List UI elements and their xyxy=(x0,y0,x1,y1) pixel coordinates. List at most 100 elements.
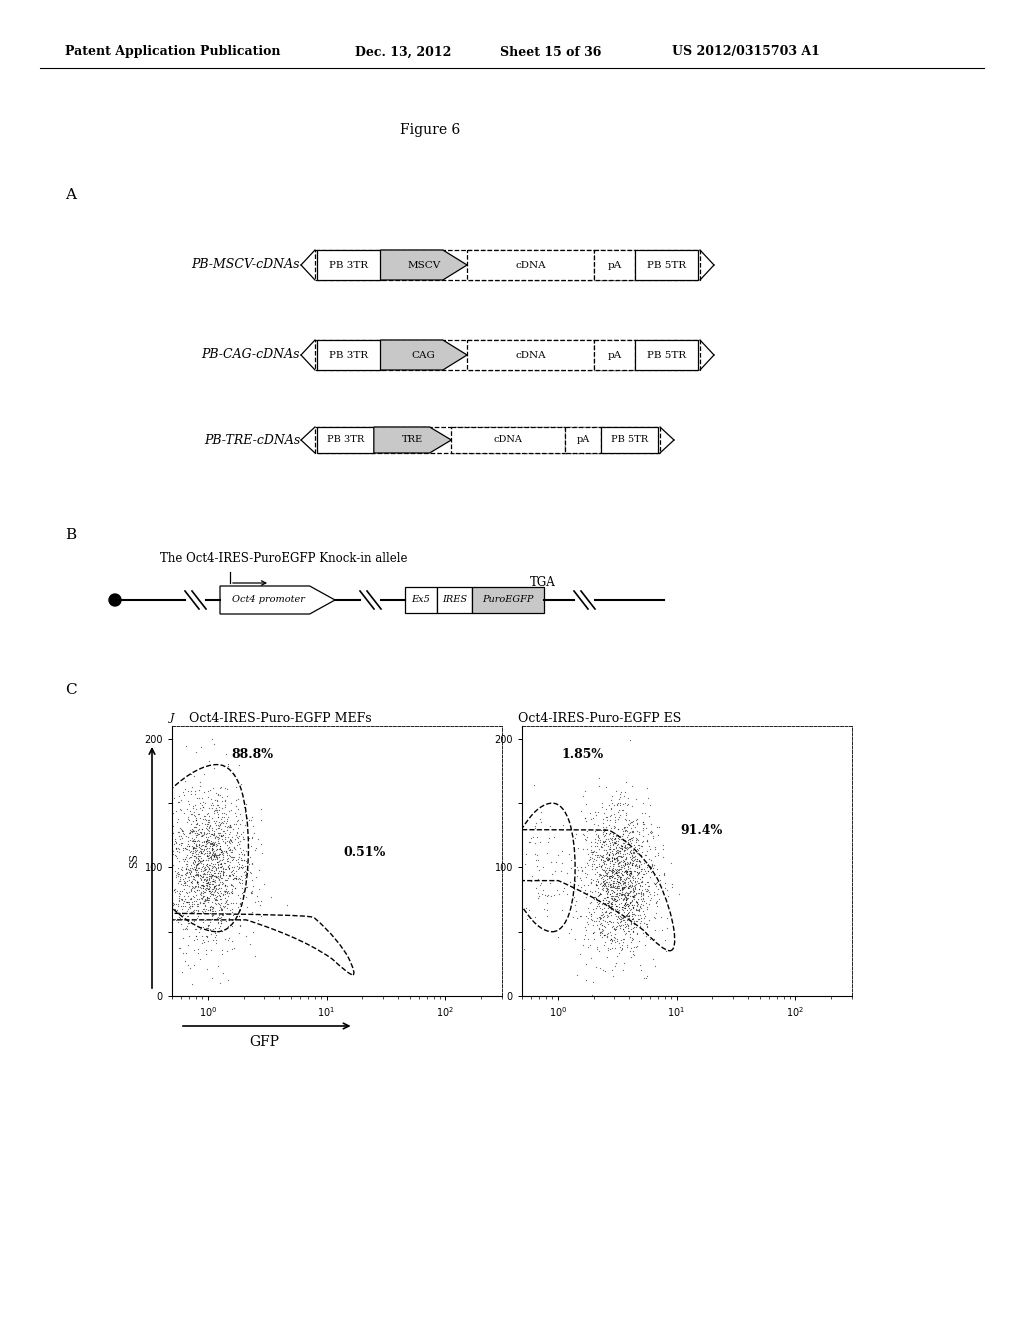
Point xyxy=(638,880,654,902)
Point xyxy=(193,850,209,871)
Point xyxy=(615,928,632,949)
Point xyxy=(178,859,195,880)
Point xyxy=(610,843,627,865)
Point xyxy=(629,809,645,830)
Point xyxy=(211,899,227,920)
Point xyxy=(230,788,247,809)
Point xyxy=(613,896,630,917)
Point xyxy=(594,923,610,944)
Point xyxy=(626,884,642,906)
Point xyxy=(222,833,239,854)
Point xyxy=(637,873,653,894)
Point xyxy=(223,882,240,903)
Point xyxy=(212,865,228,886)
Point xyxy=(197,824,213,845)
Point xyxy=(179,883,196,904)
Point xyxy=(600,940,616,961)
Point xyxy=(177,888,194,909)
Point xyxy=(236,850,252,871)
Point xyxy=(208,866,224,887)
Point xyxy=(606,817,623,838)
Point xyxy=(596,853,612,874)
Point xyxy=(648,883,665,904)
Point xyxy=(199,873,215,894)
Point xyxy=(603,797,620,818)
Point xyxy=(168,832,184,853)
Point xyxy=(646,874,663,895)
Point xyxy=(177,846,194,867)
Point xyxy=(174,890,190,911)
Point xyxy=(540,886,556,907)
Point xyxy=(593,867,609,888)
Point xyxy=(597,820,613,841)
Point xyxy=(140,833,157,854)
Point xyxy=(616,853,633,874)
Point xyxy=(625,896,641,917)
Point xyxy=(590,894,606,915)
Point xyxy=(604,842,621,863)
Point xyxy=(198,940,214,961)
Text: 91.4%: 91.4% xyxy=(680,824,723,837)
Point xyxy=(184,836,201,857)
Point xyxy=(167,843,183,865)
Point xyxy=(615,871,632,892)
Point xyxy=(623,829,639,850)
Point xyxy=(610,840,627,861)
Point xyxy=(207,859,223,880)
Point xyxy=(609,849,626,870)
Point xyxy=(626,846,642,867)
Point xyxy=(599,807,615,828)
Point xyxy=(629,870,645,891)
Point xyxy=(600,892,616,913)
Point xyxy=(204,908,220,929)
Point xyxy=(206,845,222,866)
Point xyxy=(645,858,662,879)
Point xyxy=(197,890,213,911)
Point xyxy=(213,777,229,799)
Point xyxy=(601,822,617,843)
Point xyxy=(594,854,610,875)
Point xyxy=(173,834,189,855)
Point xyxy=(211,843,227,865)
Text: pA: pA xyxy=(577,436,590,445)
Point xyxy=(187,847,204,869)
Point xyxy=(531,808,548,829)
Point xyxy=(210,892,226,913)
Point xyxy=(182,880,199,902)
Point xyxy=(577,924,593,945)
Point xyxy=(229,810,246,832)
Text: Oct4-IRES-Puro-EGFP ES: Oct4-IRES-Puro-EGFP ES xyxy=(518,711,682,725)
Point xyxy=(186,876,203,898)
Point xyxy=(616,854,633,875)
Point xyxy=(535,884,551,906)
Point xyxy=(181,840,198,861)
Point xyxy=(606,847,623,869)
Point xyxy=(620,858,636,879)
Point xyxy=(593,855,609,876)
Point xyxy=(213,913,229,935)
Point xyxy=(609,847,626,869)
Point xyxy=(198,809,214,830)
Point xyxy=(176,850,193,871)
Point xyxy=(650,825,667,846)
Point xyxy=(208,866,224,887)
Point xyxy=(200,931,216,952)
Point xyxy=(565,907,582,928)
Point xyxy=(201,809,217,830)
Point xyxy=(175,878,191,899)
Point xyxy=(537,884,553,906)
Point xyxy=(211,824,227,845)
Point xyxy=(585,923,601,944)
Point xyxy=(198,836,214,857)
Point xyxy=(527,814,544,836)
Point xyxy=(592,832,608,853)
Point xyxy=(621,863,637,884)
Point xyxy=(213,809,229,830)
Point xyxy=(195,903,211,924)
Point xyxy=(196,796,212,817)
Point xyxy=(217,875,233,896)
Point xyxy=(190,814,207,836)
Point xyxy=(205,883,221,904)
Point xyxy=(173,913,189,935)
Point xyxy=(635,923,651,944)
